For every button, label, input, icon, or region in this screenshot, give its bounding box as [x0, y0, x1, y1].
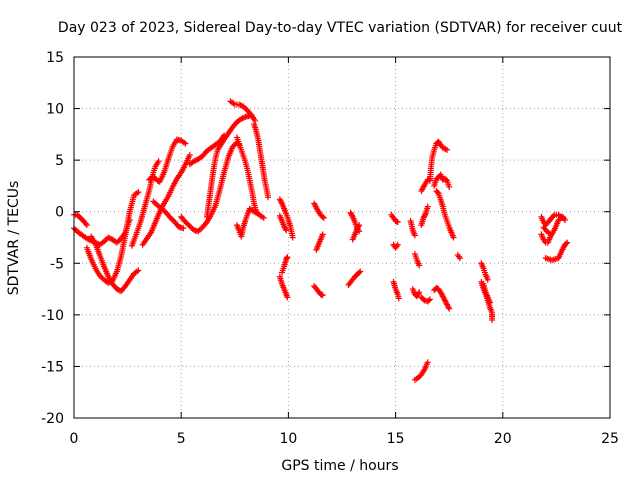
data-point [83, 222, 90, 229]
data-point [319, 292, 326, 299]
data-point [260, 214, 267, 221]
data-point [546, 230, 553, 237]
x-axis-label: GPS time / hours [281, 458, 398, 474]
data-point [355, 223, 362, 230]
data-point [186, 151, 193, 158]
data-point [434, 189, 441, 196]
y-tick-label: 5 [55, 153, 64, 169]
data-point [425, 297, 432, 304]
data-point [282, 225, 289, 232]
chart-title: Day 023 of 2023, Sidereal Day-to-day VTE… [58, 20, 623, 36]
data-point [445, 304, 452, 311]
data-point [421, 212, 428, 219]
y-tick-label: 15 [46, 50, 64, 66]
x-tick-label: 5 [177, 431, 186, 447]
data-point [394, 219, 401, 226]
data-point [450, 234, 457, 241]
data-point [442, 176, 449, 183]
y-tick-label: -20 [41, 411, 64, 427]
data-point [135, 267, 142, 274]
data-point [247, 111, 254, 118]
data-point [424, 359, 431, 366]
data-point [284, 294, 291, 301]
x-tick-label: 0 [70, 431, 79, 447]
data-point [356, 269, 363, 276]
data-point [289, 234, 296, 241]
y-tick-label: -15 [41, 359, 64, 375]
data-point [82, 220, 89, 227]
data-point [320, 214, 327, 221]
data-point [484, 276, 491, 283]
data-point [357, 268, 364, 275]
x-tick-label: 10 [279, 431, 297, 447]
data-point [415, 290, 422, 297]
data-point [395, 295, 402, 302]
data-point [424, 203, 431, 210]
data-point [283, 227, 290, 234]
data-point [255, 210, 262, 217]
data-point [319, 231, 326, 238]
data-points [71, 98, 571, 383]
data-point [446, 183, 453, 190]
x-tick-label: 20 [494, 431, 512, 447]
axis-ticks: 0 5 10 15 20 25 -20 -15 -10 -5 0 5 10 15 [41, 50, 619, 447]
data-point [356, 222, 363, 229]
y-tick-label: -5 [50, 256, 64, 272]
data-point [180, 225, 187, 232]
data-point [416, 262, 423, 269]
data-point [486, 299, 493, 306]
data-point [563, 240, 570, 247]
data-point [155, 158, 162, 165]
data-point [416, 289, 423, 296]
data-point [278, 199, 285, 206]
data-point [349, 212, 356, 219]
data-point [564, 239, 571, 246]
y-tick-label: -10 [41, 308, 64, 324]
data-point [489, 317, 496, 324]
data-point [319, 213, 326, 220]
data-point [284, 254, 291, 261]
data-point [456, 255, 463, 262]
data-point [426, 296, 433, 303]
data-point [135, 189, 142, 196]
y-axis-label: SDTVAR / TECUs [6, 181, 22, 296]
data-point [446, 305, 453, 312]
data-point [265, 194, 272, 201]
data-point [550, 213, 557, 220]
x-tick-label: 25 [601, 431, 619, 447]
data-point [182, 140, 189, 147]
data-point [411, 232, 418, 239]
data-point [394, 241, 401, 248]
y-tick-label: 0 [55, 205, 64, 221]
grid-lines [74, 57, 610, 418]
x-tick-label: 15 [387, 431, 405, 447]
y-tick-label: 10 [46, 102, 64, 118]
data-point [444, 146, 451, 153]
data-point [202, 220, 209, 227]
data-point [561, 216, 568, 223]
plot-frame [73, 56, 611, 419]
